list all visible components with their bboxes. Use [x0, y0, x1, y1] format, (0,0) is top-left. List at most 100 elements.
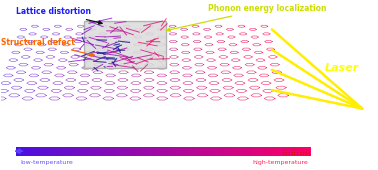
Bar: [22, 147, 23, 156]
Bar: [175, 147, 176, 156]
Bar: [308, 147, 310, 156]
Bar: [136, 147, 137, 156]
Bar: [69, 147, 70, 156]
Bar: [251, 147, 252, 156]
Bar: [96, 147, 98, 156]
Bar: [303, 147, 304, 156]
Bar: [203, 147, 204, 156]
Bar: [264, 147, 266, 156]
Bar: [47, 147, 48, 156]
Bar: [156, 147, 158, 156]
Bar: [153, 147, 155, 156]
Bar: [149, 147, 151, 156]
Bar: [260, 147, 262, 156]
Bar: [176, 147, 177, 156]
Bar: [149, 147, 150, 156]
Bar: [166, 147, 167, 156]
Bar: [248, 147, 249, 156]
Text: high-temperature: high-temperature: [252, 159, 308, 165]
Bar: [232, 147, 233, 156]
Bar: [183, 147, 184, 156]
Bar: [198, 147, 199, 156]
Bar: [272, 147, 274, 156]
Bar: [242, 147, 243, 156]
Bar: [113, 147, 115, 156]
Bar: [216, 147, 217, 156]
Bar: [225, 147, 226, 156]
Bar: [90, 147, 91, 156]
Bar: [168, 147, 169, 156]
Bar: [307, 147, 308, 156]
Bar: [200, 147, 201, 156]
Bar: [77, 147, 79, 156]
Bar: [93, 147, 95, 156]
Text: Laser: Laser: [324, 63, 359, 73]
Bar: [84, 21, 166, 68]
Bar: [119, 147, 120, 156]
Bar: [223, 147, 225, 156]
Bar: [104, 147, 105, 156]
Bar: [91, 147, 93, 156]
Bar: [37, 147, 39, 156]
Bar: [289, 147, 290, 156]
Bar: [280, 147, 281, 156]
Bar: [53, 147, 54, 156]
Bar: [189, 147, 190, 156]
Bar: [44, 147, 46, 156]
Bar: [296, 147, 297, 156]
Bar: [172, 147, 174, 156]
Bar: [71, 147, 72, 156]
Bar: [254, 147, 255, 156]
Bar: [218, 147, 220, 156]
Bar: [157, 147, 159, 156]
Bar: [187, 147, 188, 156]
Bar: [40, 147, 42, 156]
Bar: [23, 147, 25, 156]
Bar: [271, 147, 273, 156]
Bar: [141, 147, 142, 156]
Bar: [61, 147, 62, 156]
Bar: [99, 147, 101, 156]
Bar: [290, 147, 291, 156]
Bar: [87, 147, 89, 156]
Bar: [206, 147, 208, 156]
Bar: [138, 147, 139, 156]
Bar: [39, 147, 41, 156]
Bar: [185, 147, 186, 156]
Text: Structural defect: Structural defect: [1, 38, 94, 56]
Bar: [90, 147, 92, 156]
Bar: [60, 147, 61, 156]
Bar: [240, 147, 241, 156]
Bar: [169, 147, 170, 156]
Bar: [302, 147, 303, 156]
Bar: [203, 147, 205, 156]
Bar: [262, 147, 264, 156]
Bar: [222, 147, 223, 156]
Bar: [28, 147, 30, 156]
Bar: [244, 147, 245, 156]
Bar: [245, 147, 246, 156]
Bar: [105, 147, 107, 156]
Bar: [287, 147, 288, 156]
Bar: [64, 147, 65, 156]
Bar: [215, 147, 217, 156]
Bar: [70, 147, 71, 156]
Bar: [16, 147, 17, 156]
Bar: [226, 147, 227, 156]
Bar: [266, 147, 268, 156]
Bar: [100, 147, 102, 156]
Bar: [109, 147, 110, 156]
Bar: [229, 147, 230, 156]
Bar: [171, 147, 172, 156]
Bar: [45, 147, 46, 156]
Bar: [305, 147, 306, 156]
Bar: [180, 147, 181, 156]
Bar: [298, 147, 299, 156]
Bar: [294, 147, 295, 156]
Bar: [198, 147, 200, 156]
Bar: [210, 147, 212, 156]
Bar: [208, 147, 210, 156]
Bar: [297, 147, 298, 156]
Bar: [268, 147, 270, 156]
Bar: [127, 147, 128, 156]
